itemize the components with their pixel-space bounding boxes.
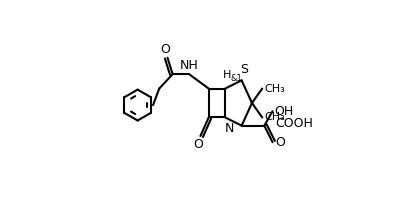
Text: CH₃: CH₃	[264, 84, 285, 94]
Text: NH: NH	[180, 59, 198, 72]
Text: &1: &1	[230, 74, 242, 83]
Text: COOH: COOH	[276, 117, 313, 130]
Text: O: O	[194, 138, 203, 151]
Text: O: O	[160, 43, 171, 56]
Text: OH: OH	[275, 105, 294, 118]
Text: N: N	[225, 122, 234, 135]
Text: O: O	[276, 136, 286, 149]
Text: H: H	[223, 70, 231, 80]
Text: S: S	[240, 63, 248, 76]
Text: CH₃: CH₃	[264, 112, 285, 122]
